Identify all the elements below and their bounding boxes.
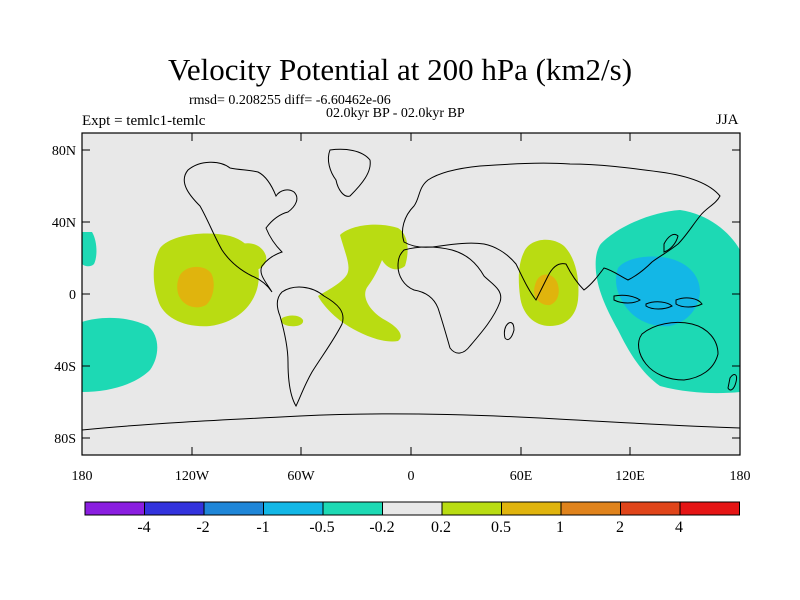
contour-strong-west-pacific	[616, 256, 700, 327]
colorbar-label: -0.2	[369, 519, 395, 536]
contour-positive-atlantic	[318, 224, 408, 342]
contour-negative-southeast-pacific	[82, 317, 158, 392]
colorbar-box	[501, 501, 562, 516]
lat-ticks	[82, 149, 740, 439]
coastlines	[82, 148, 740, 431]
colorbar-box	[679, 501, 740, 516]
colorbar-box	[84, 501, 145, 516]
colorbar-label: 1	[556, 519, 564, 536]
lat-label-40n: 40N	[52, 216, 76, 231]
experiment-label: Expt = temlc1-temlc	[82, 113, 206, 129]
lon-label-0: 0	[408, 469, 415, 484]
colorbar-label: 4	[675, 519, 683, 536]
colorbar-label: 2	[616, 519, 624, 536]
lat-label-80n: 80N	[52, 144, 76, 159]
contour-positive-central-america	[237, 243, 267, 271]
colorbar-box	[382, 501, 443, 516]
contour-negative-dateline-north	[82, 232, 97, 267]
contour-positive-south-america	[281, 315, 304, 327]
lat-label-40s: 40S	[54, 360, 76, 375]
contour-fields	[82, 148, 740, 431]
colorbar-label: 0.5	[491, 519, 511, 536]
colorbar-box	[144, 501, 205, 516]
lon-label-60w: 60W	[287, 469, 315, 484]
colorbar-label: -1	[256, 519, 270, 536]
colorbar-box	[322, 501, 383, 516]
lon-label-120e: 120E	[615, 469, 645, 484]
season-label: JJA	[716, 112, 739, 128]
lon-ticks	[81, 133, 741, 455]
colorbar-label: 0.2	[431, 519, 451, 536]
colorbar-label: -0.5	[309, 519, 335, 536]
colorbar-label: -2	[196, 519, 210, 536]
lon-label-60e: 60E	[510, 469, 533, 484]
colorbar-box	[203, 501, 264, 516]
colorbar	[84, 501, 740, 516]
colorbar-box	[441, 501, 502, 516]
colorbar-box	[560, 501, 621, 516]
plot-subtitle: 02.0kyr BP - 02.0kyr BP	[326, 106, 465, 121]
stats-text: rmsd= 0.208255 diff= -6.60462e-06	[189, 93, 391, 108]
lon-label-120w: 120W	[175, 469, 210, 484]
colorbar-box	[620, 501, 681, 516]
lat-label-80s: 80S	[54, 432, 76, 447]
contour-strong-east-pacific	[177, 266, 214, 308]
lon-label-180w: 180	[72, 469, 93, 484]
colorbar-label: -4	[137, 519, 151, 536]
lon-label-180e: 180	[730, 469, 751, 484]
lat-label-0: 0	[69, 288, 76, 303]
contour-strong-indian-ocean	[534, 274, 559, 306]
plot-title: Velocity Potential at 200 hPa (km2/s)	[167, 52, 633, 87]
colorbar-box	[263, 501, 324, 516]
